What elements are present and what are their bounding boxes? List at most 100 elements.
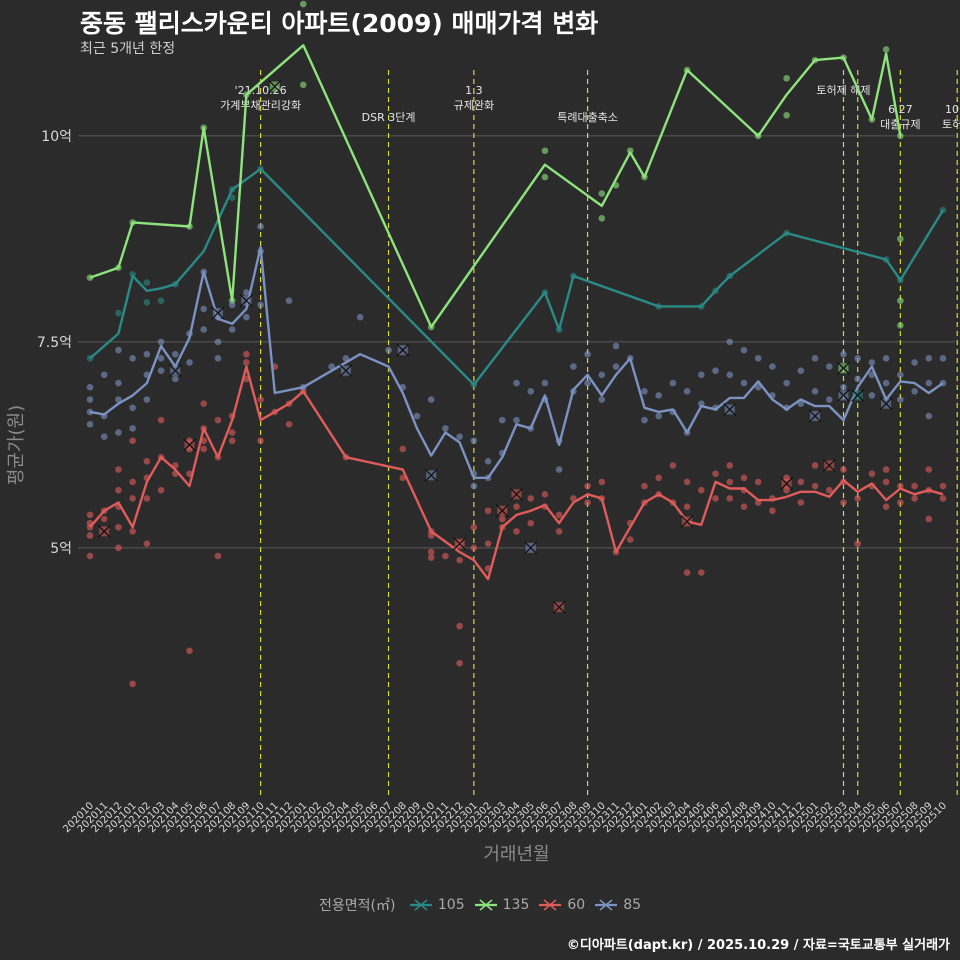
data-point-60 bbox=[129, 495, 136, 502]
data-point-60 bbox=[882, 478, 890, 486]
data-point-60 bbox=[641, 482, 648, 490]
data-point-85 bbox=[172, 375, 179, 383]
data-point-85 bbox=[498, 416, 506, 424]
legend-label: 105 bbox=[437, 897, 465, 913]
data-point-135 bbox=[897, 322, 904, 329]
data-point-85 bbox=[783, 379, 790, 387]
data-point-135 bbox=[299, 81, 307, 89]
data-point-60 bbox=[698, 486, 705, 494]
event-label: DSR 3단계 bbox=[362, 111, 416, 124]
cancelled-marker-85 bbox=[211, 306, 225, 320]
data-point-105 bbox=[115, 309, 122, 317]
legend: 전용면적(㎡) 105 135 60 85 bbox=[0, 895, 960, 915]
data-point-85 bbox=[925, 379, 933, 387]
chart-subtitle: 최근 5개년 한정 bbox=[80, 41, 176, 57]
data-point-60 bbox=[854, 495, 861, 502]
cancelled-marker-85 bbox=[808, 409, 822, 423]
data-point-85 bbox=[584, 350, 591, 358]
data-point-60 bbox=[115, 486, 122, 494]
data-point-85 bbox=[911, 388, 918, 395]
data-point-85 bbox=[825, 363, 833, 370]
cancelled-marker-135 bbox=[268, 80, 282, 93]
data-point-85 bbox=[825, 396, 833, 403]
data-point-85 bbox=[228, 301, 236, 309]
data-point-60 bbox=[840, 466, 847, 473]
data-point-60 bbox=[925, 466, 933, 473]
data-point-85 bbox=[228, 326, 236, 333]
event-label: 대출규제 bbox=[880, 118, 920, 131]
data-point-60 bbox=[214, 416, 222, 424]
data-point-60 bbox=[427, 548, 435, 556]
cancelled-marker-85 bbox=[168, 364, 182, 378]
data-point-60 bbox=[186, 647, 193, 655]
transaction-points bbox=[86, 0, 947, 688]
cancelled-marker-85 bbox=[879, 397, 893, 411]
cancelled-marker-85 bbox=[837, 388, 850, 402]
cancelled-marker-60 bbox=[680, 515, 694, 528]
data-point-85 bbox=[427, 396, 435, 403]
data-point-85 bbox=[925, 412, 933, 420]
data-point-60 bbox=[129, 437, 136, 445]
data-point-60 bbox=[726, 478, 734, 486]
data-point-85 bbox=[683, 388, 691, 395]
data-point-60 bbox=[840, 499, 847, 506]
series-line-60 bbox=[89, 365, 944, 581]
data-point-60 bbox=[214, 552, 222, 560]
data-point-85 bbox=[129, 425, 136, 432]
cancelled-marker-60 bbox=[822, 458, 836, 472]
legend-label: 60 bbox=[567, 897, 586, 913]
data-point-85 bbox=[214, 338, 222, 346]
data-point-60 bbox=[257, 396, 264, 403]
legend-item-135: 135 bbox=[473, 897, 529, 913]
data-point-85 bbox=[129, 355, 136, 362]
data-point-60 bbox=[399, 474, 407, 482]
data-point-85 bbox=[911, 359, 918, 366]
data-point-105 bbox=[143, 279, 151, 286]
data-point-60 bbox=[754, 478, 762, 486]
cancelled-marker-85 bbox=[424, 468, 438, 482]
data-point-85 bbox=[328, 363, 335, 370]
data-point-85 bbox=[385, 346, 392, 354]
data-point-135 bbox=[598, 214, 606, 222]
data-point-60 bbox=[740, 503, 748, 510]
cancelled-marker-105 bbox=[851, 388, 865, 402]
cancelled-marker-85 bbox=[723, 402, 737, 416]
data-point-60 bbox=[228, 429, 236, 436]
data-point-60 bbox=[228, 437, 236, 445]
data-point-60 bbox=[399, 445, 407, 453]
data-point-60 bbox=[925, 515, 933, 523]
event-label: 가계부채관리강화 bbox=[220, 99, 301, 112]
event-label: 토허제 bbox=[942, 118, 960, 131]
legend-item-105: 105 bbox=[408, 897, 465, 913]
data-point-135 bbox=[541, 147, 549, 155]
data-point-60 bbox=[712, 470, 719, 477]
data-point-85 bbox=[655, 392, 662, 399]
data-point-85 bbox=[115, 396, 122, 403]
data-point-60 bbox=[143, 495, 151, 502]
data-point-85 bbox=[484, 458, 492, 465]
data-point-60 bbox=[541, 490, 549, 498]
data-point-85 bbox=[712, 367, 719, 375]
series-line-105 bbox=[89, 167, 945, 386]
data-point-85 bbox=[115, 379, 122, 387]
data-point-85 bbox=[470, 437, 478, 445]
data-point-85 bbox=[456, 433, 463, 440]
cancelled-marker-85 bbox=[396, 343, 410, 357]
data-point-60 bbox=[584, 499, 591, 506]
data-point-60 bbox=[854, 540, 861, 548]
data-point-85 bbox=[86, 396, 94, 403]
data-point-60 bbox=[456, 556, 463, 564]
data-point-60 bbox=[911, 495, 918, 502]
data-point-60 bbox=[484, 540, 492, 548]
data-point-85 bbox=[726, 338, 734, 346]
data-point-85 bbox=[157, 355, 165, 362]
cancelled-marker-135 bbox=[837, 361, 850, 375]
data-point-60 bbox=[129, 478, 136, 486]
data-point-85 bbox=[570, 363, 577, 370]
data-point-60 bbox=[570, 495, 577, 502]
data-point-135 bbox=[598, 190, 606, 197]
data-point-85 bbox=[925, 355, 933, 362]
data-point-85 bbox=[200, 326, 208, 333]
cancelled-markers bbox=[97, 80, 893, 614]
data-point-60 bbox=[683, 569, 691, 576]
